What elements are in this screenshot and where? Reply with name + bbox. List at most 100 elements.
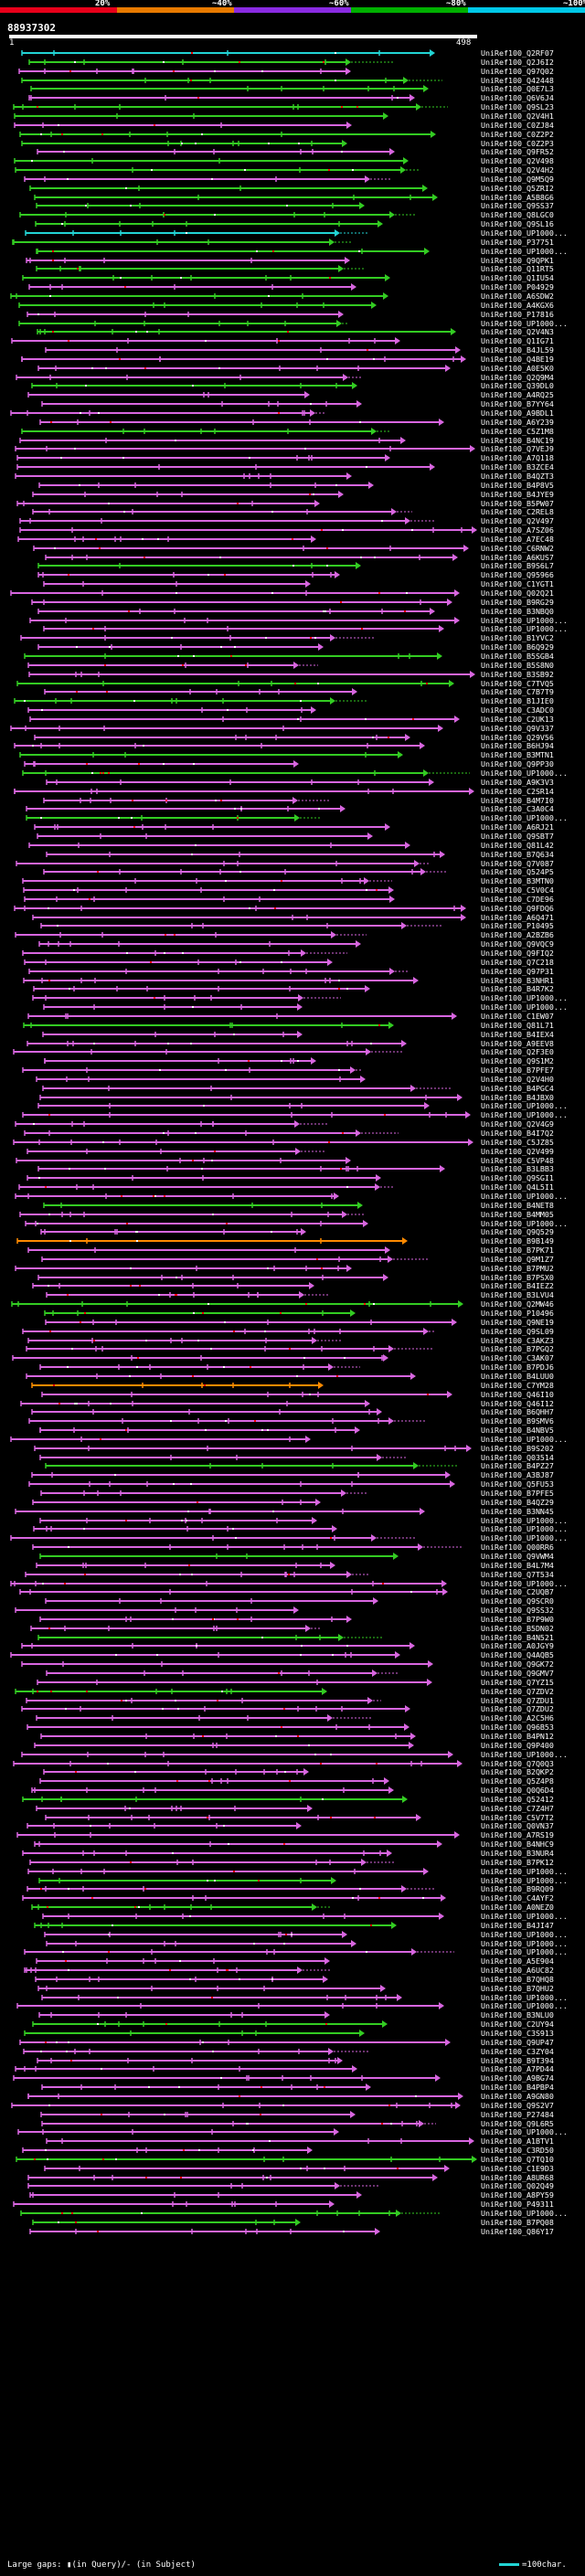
hit-label[interactable]: UniRef100_Q2V497	[481, 516, 554, 525]
hit-label[interactable]: UniRef100_B3NBQ0	[481, 607, 554, 616]
hit-label[interactable]: UniRef100_Q9PP30	[481, 759, 554, 769]
hit-label[interactable]: UniRef100_B4JL59	[481, 345, 554, 355]
hit-label[interactable]: UniRef100_Q52412	[481, 1795, 554, 1804]
hit-label[interactable]: UniRef100_B4JYE9	[481, 490, 554, 499]
hit-label[interactable]: UniRef100_B9S202	[481, 1444, 554, 1453]
hit-label[interactable]: UniRef100_Q97P31	[481, 967, 554, 976]
hit-label[interactable]: UniRef100_Q46I12	[481, 1399, 554, 1408]
hit-label[interactable]: UniRef100_A5E904	[481, 1956, 554, 1966]
hit-label[interactable]: UniRef100_Q9VQC9	[481, 939, 554, 949]
hit-label[interactable]: UniRef100_Q42448	[481, 76, 554, 85]
hit-label[interactable]: UniRef100_B3LVU4	[481, 1290, 554, 1299]
hit-label[interactable]: UniRef100_Q2V4N3	[481, 327, 554, 336]
hit-label[interactable]: UniRef100_UP1000...	[481, 1516, 568, 1525]
hit-label[interactable]: UniRef100_Q2RF07	[481, 48, 554, 58]
hit-label[interactable]: UniRef100_Q4BE19	[481, 355, 554, 364]
hit-label[interactable]: UniRef100_A6RJ21	[481, 822, 554, 832]
hit-label[interactable]: UniRef100_Q00RR6	[481, 1542, 554, 1552]
hit-label[interactable]: UniRef100_Q2V498	[481, 156, 554, 165]
hit-label[interactable]: UniRef100_B5PW07	[481, 499, 554, 508]
hit-label[interactable]: UniRef100_Q02Q21	[481, 588, 554, 598]
hit-label[interactable]: UniRef100_A9EEV8	[481, 1039, 554, 1048]
hit-label[interactable]: UniRef100_Q95966	[481, 570, 554, 579]
hit-label[interactable]: UniRef100_Q7C218	[481, 958, 554, 967]
hit-label[interactable]: UniRef100_B5SGB4	[481, 652, 554, 661]
hit-label[interactable]: UniRef100_Q9M5Q9	[481, 175, 554, 184]
hit-label[interactable]: UniRef100_C5JZ85	[481, 1138, 554, 1147]
hit-label[interactable]: UniRef100_B7QHQ8	[481, 1975, 554, 1984]
hit-label[interactable]: UniRef100_B4PN12	[481, 1732, 554, 1741]
hit-label[interactable]: UniRef100_C3AK07	[481, 1353, 554, 1362]
hit-label[interactable]: UniRef100_Q2Q9M4	[481, 373, 554, 382]
hit-label[interactable]: UniRef100_Q9SL23	[481, 102, 554, 111]
hit-label[interactable]: UniRef100_UP1000...	[481, 1219, 568, 1228]
hit-label[interactable]: UniRef100_C7TVQ5	[481, 679, 554, 688]
hit-label[interactable]: UniRef100_Q7V087	[481, 859, 554, 868]
hit-label[interactable]: UniRef100_Q7T534	[481, 1570, 554, 1579]
hit-label[interactable]: UniRef100_B1YVC2	[481, 633, 554, 642]
hit-label[interactable]: UniRef100_A6UC82	[481, 1966, 554, 1975]
hit-label[interactable]: UniRef100_Q9V337	[481, 724, 554, 733]
hit-label[interactable]: UniRef100_P10495	[481, 921, 554, 930]
hit-label[interactable]: UniRef100_Q2MW46	[481, 1299, 554, 1309]
hit-label[interactable]: UniRef100_UP1000...	[481, 769, 568, 778]
hit-label[interactable]: UniRef100_B3MTN1	[481, 750, 554, 759]
hit-label[interactable]: UniRef100_Q46I10	[481, 1390, 554, 1399]
hit-label[interactable]: UniRef100_A1BTV1	[481, 2136, 554, 2146]
hit-label[interactable]: UniRef100_C3A0C4	[481, 804, 554, 813]
hit-label[interactable]: UniRef100_B2QKP2	[481, 1767, 554, 1776]
hit-label[interactable]: UniRef100_UP1000...	[481, 2127, 568, 2136]
hit-label[interactable]: UniRef100_B9S6L7	[481, 561, 554, 570]
hit-label[interactable]: UniRef100_Q9S1M2	[481, 1056, 554, 1065]
hit-label[interactable]: UniRef100_Q97Q02	[481, 67, 554, 76]
hit-label[interactable]: UniRef100_Q0E7L3	[481, 84, 554, 93]
hit-label[interactable]: UniRef100_UP1000...	[481, 1867, 568, 1876]
hit-label[interactable]: UniRef100_C1YGT1	[481, 579, 554, 588]
hit-label[interactable]: UniRef100_B4JI47	[481, 1921, 554, 1930]
hit-label[interactable]: UniRef100_B4PZ27	[481, 1461, 554, 1470]
hit-label[interactable]: UniRef100_B7QHU2	[481, 1984, 554, 1993]
hit-label[interactable]: UniRef100_A6Y239	[481, 418, 554, 427]
hit-label[interactable]: UniRef100_B3NHR1	[481, 976, 554, 985]
hit-label[interactable]: UniRef100_Q4L5I1	[481, 1182, 554, 1192]
hit-label[interactable]: UniRef100_Q81L71	[481, 1021, 554, 1030]
hit-label[interactable]: UniRef100_Q524P5	[481, 867, 554, 876]
hit-label[interactable]: UniRef100_C5Z1M8	[481, 427, 554, 436]
hit-label[interactable]: UniRef100_B4NET8	[481, 1201, 554, 1210]
hit-label[interactable]: UniRef100_Q0Q6D4	[481, 1786, 554, 1795]
hit-label[interactable]: UniRef100_A9K3V3	[481, 778, 554, 787]
hit-label[interactable]: UniRef100_Q2F3E0	[481, 1047, 554, 1056]
hit-label[interactable]: UniRef100_B4N521	[481, 1633, 554, 1642]
hit-label[interactable]: UniRef100_Q8LGC0	[481, 210, 554, 219]
hit-label[interactable]: UniRef100_B7PFE7	[481, 1065, 554, 1075]
hit-label[interactable]: UniRef100_UP1000...	[481, 1002, 568, 1012]
hit-label[interactable]: UniRef100_C4AYF2	[481, 1893, 554, 1903]
hit-label[interactable]: UniRef100_B4QZ29	[481, 1498, 554, 1507]
hit-label[interactable]: UniRef100_A4KGX6	[481, 301, 554, 310]
hit-label[interactable]: UniRef100_Q9SL09	[481, 1327, 554, 1336]
hit-label[interactable]: UniRef100_Q0VN37	[481, 1821, 554, 1830]
hit-label[interactable]: UniRef100_Q9SL16	[481, 219, 554, 228]
hit-label[interactable]: UniRef100_B5DN02	[481, 1624, 554, 1633]
hit-label[interactable]: UniRef100_Q2V499	[481, 1147, 554, 1156]
hit-label[interactable]: UniRef100_Q9FIQ2	[481, 949, 554, 958]
hit-label[interactable]: UniRef100_UP1000...	[481, 993, 568, 1002]
hit-label[interactable]: UniRef100_B3NUR4	[481, 1849, 554, 1858]
hit-label[interactable]: UniRef100_Q11RT5	[481, 264, 554, 273]
hit-label[interactable]: UniRef100_UP1000...	[481, 1876, 568, 1885]
hit-label[interactable]: UniRef100_P37751	[481, 238, 554, 247]
hit-label[interactable]: UniRef100_UP1000...	[481, 228, 568, 238]
hit-label[interactable]: UniRef100_Q81L42	[481, 841, 554, 850]
hit-label[interactable]: UniRef100_C2SR14	[481, 787, 554, 796]
hit-label[interactable]: UniRef100_B9SMV6	[481, 1416, 554, 1426]
hit-label[interactable]: UniRef100_B7PQ08	[481, 2218, 554, 2227]
hit-label[interactable]: UniRef100_UP1000...	[481, 319, 568, 328]
hit-label[interactable]: UniRef100_Q9SCR0	[481, 1596, 554, 1606]
hit-label[interactable]: UniRef100_Q9GMV7	[481, 1669, 554, 1678]
hit-label[interactable]: UniRef100_Q5FU53	[481, 1479, 554, 1489]
hit-label[interactable]: UniRef100_A0JGY9	[481, 1641, 554, 1650]
hit-label[interactable]: UniRef100_Q7ZDU2	[481, 1704, 554, 1713]
hit-label[interactable]: UniRef100_B4PGC4	[481, 1084, 554, 1093]
hit-label[interactable]: UniRef100_B4L7M4	[481, 1561, 554, 1570]
hit-label[interactable]: UniRef100_A9BDL1	[481, 408, 554, 418]
